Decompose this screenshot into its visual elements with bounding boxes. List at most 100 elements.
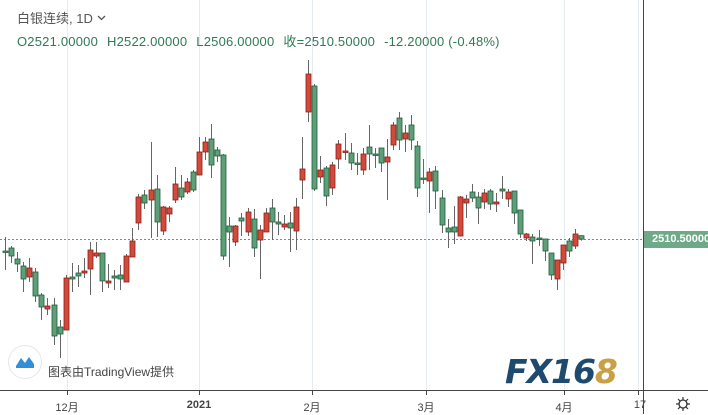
candle bbox=[578, 235, 585, 241]
candle-body bbox=[178, 187, 185, 198]
open-value: O2521.00000 bbox=[17, 34, 98, 49]
candle-body bbox=[196, 151, 203, 176]
change-value: -12.20000 (-0.48%) bbox=[384, 34, 500, 49]
candle-body bbox=[214, 149, 221, 157]
candle bbox=[420, 159, 427, 184]
candle bbox=[160, 206, 167, 235]
candle-body bbox=[141, 194, 148, 204]
candle bbox=[214, 147, 221, 162]
candle-body bbox=[402, 132, 409, 140]
x-tick-label: 12月 bbox=[55, 402, 79, 414]
x-tick-label: 17 bbox=[633, 399, 647, 411]
candle-body bbox=[57, 326, 64, 335]
candle bbox=[8, 246, 15, 263]
candle-body bbox=[208, 138, 215, 166]
candle-body bbox=[348, 152, 355, 164]
last-price-label: 2510.50000 bbox=[644, 231, 708, 248]
candle bbox=[57, 320, 64, 358]
candle-body bbox=[475, 196, 482, 209]
candle-body bbox=[493, 201, 500, 205]
candle bbox=[317, 156, 324, 183]
candle-body bbox=[560, 244, 567, 264]
candle-body bbox=[408, 124, 415, 141]
candle bbox=[287, 212, 294, 252]
candle-body bbox=[390, 124, 397, 146]
candle bbox=[251, 209, 258, 257]
candle bbox=[342, 133, 349, 160]
candle bbox=[208, 124, 215, 178]
candle-body bbox=[335, 143, 342, 160]
candle bbox=[245, 208, 252, 236]
ohlc-values: O2521.00000 H2522.00000 L2506.00000 收=2510.… bbox=[17, 31, 509, 50]
candle bbox=[505, 189, 512, 207]
candle bbox=[305, 60, 312, 122]
candle-body bbox=[548, 252, 555, 276]
candle-body bbox=[414, 145, 421, 189]
candle bbox=[275, 212, 282, 235]
candle-body bbox=[202, 141, 209, 153]
gear-icon[interactable] bbox=[675, 396, 691, 412]
candle-body bbox=[275, 221, 282, 225]
candle-body bbox=[238, 217, 245, 222]
candle bbox=[293, 198, 300, 250]
tradingview-logo-button[interactable] bbox=[8, 345, 42, 379]
candle bbox=[414, 141, 421, 197]
candle bbox=[75, 265, 82, 287]
candle-body bbox=[420, 177, 427, 180]
candle bbox=[226, 217, 233, 267]
chevron-down-icon[interactable] bbox=[97, 15, 106, 21]
tradingview-icon bbox=[16, 357, 34, 368]
tradingview-attribution[interactable]: 图表由TradingView提供 bbox=[48, 365, 175, 379]
candle-body bbox=[99, 252, 106, 282]
candle-body bbox=[566, 240, 573, 252]
candle bbox=[184, 178, 191, 194]
candle-body bbox=[190, 171, 197, 191]
candle-body bbox=[317, 169, 324, 178]
candle-body bbox=[542, 238, 549, 252]
candle bbox=[14, 252, 21, 272]
candle bbox=[238, 213, 245, 236]
candle bbox=[493, 193, 500, 212]
candle bbox=[457, 196, 464, 237]
candle bbox=[135, 194, 142, 230]
candle-body bbox=[105, 280, 112, 284]
candle bbox=[44, 298, 51, 315]
candle bbox=[548, 252, 555, 280]
candle bbox=[311, 84, 318, 191]
candle-body bbox=[354, 162, 361, 165]
candle-body bbox=[111, 275, 118, 279]
candle-body bbox=[451, 226, 458, 233]
candle-body bbox=[123, 255, 130, 283]
candle-body bbox=[554, 259, 561, 280]
symbol-title[interactable]: 白银连续, 1D bbox=[17, 11, 93, 26]
chart-legend: 白银连续, 1D bbox=[17, 8, 106, 27]
candle-body bbox=[305, 73, 312, 113]
candle-body bbox=[232, 225, 239, 243]
candle-body bbox=[154, 188, 161, 223]
candle bbox=[93, 242, 100, 258]
candle-body bbox=[269, 207, 276, 223]
candle bbox=[299, 137, 306, 199]
candle bbox=[129, 228, 136, 258]
candle bbox=[560, 244, 567, 270]
candle-body bbox=[396, 117, 403, 141]
candle bbox=[378, 147, 385, 172]
candle bbox=[172, 167, 179, 203]
close-value: 收=2510.50000 bbox=[283, 34, 376, 49]
candle-body bbox=[578, 235, 585, 240]
candle bbox=[166, 206, 173, 222]
x-tick-label: 2月 bbox=[303, 402, 321, 414]
candle bbox=[123, 254, 130, 283]
candle-body bbox=[366, 146, 373, 155]
candle-body bbox=[44, 305, 51, 310]
candle bbox=[105, 264, 112, 288]
candle bbox=[390, 122, 397, 150]
candle bbox=[366, 125, 373, 170]
candle bbox=[499, 176, 506, 199]
candle-body bbox=[487, 190, 494, 205]
candle-body bbox=[20, 265, 27, 280]
candle bbox=[408, 115, 415, 150]
candle-body bbox=[511, 190, 518, 214]
candle-body bbox=[342, 150, 349, 153]
